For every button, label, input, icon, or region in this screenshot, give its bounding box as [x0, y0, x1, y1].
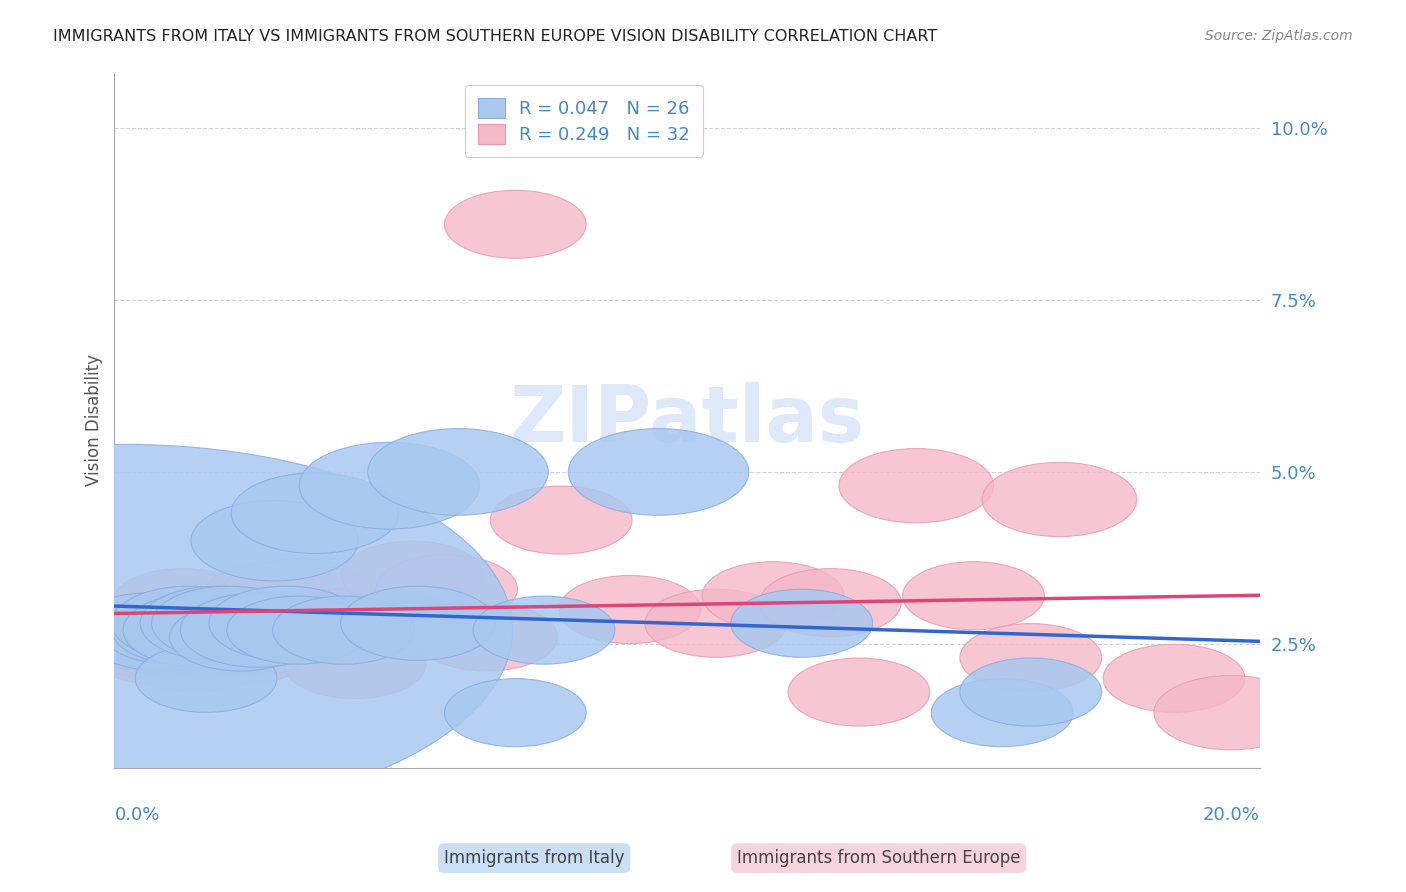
- Ellipse shape: [759, 568, 901, 637]
- Ellipse shape: [645, 590, 786, 657]
- Ellipse shape: [112, 568, 254, 637]
- Text: 20.0%: 20.0%: [1204, 805, 1260, 824]
- Ellipse shape: [77, 610, 219, 678]
- Text: IMMIGRANTS FROM ITALY VS IMMIGRANTS FROM SOUTHERN EUROPE VISION DISABILITY CORRE: IMMIGRANTS FROM ITALY VS IMMIGRANTS FROM…: [53, 29, 938, 44]
- Ellipse shape: [146, 603, 288, 671]
- Text: Source: ZipAtlas.com: Source: ZipAtlas.com: [1205, 29, 1353, 43]
- Ellipse shape: [101, 596, 243, 665]
- Ellipse shape: [231, 473, 399, 553]
- Ellipse shape: [191, 500, 359, 581]
- Ellipse shape: [112, 596, 254, 665]
- Ellipse shape: [342, 541, 484, 609]
- Ellipse shape: [789, 658, 929, 726]
- Ellipse shape: [931, 679, 1073, 747]
- Ellipse shape: [141, 586, 295, 660]
- Ellipse shape: [318, 590, 460, 657]
- Y-axis label: Vision Disability: Vision Disability: [86, 354, 103, 486]
- Ellipse shape: [416, 603, 558, 671]
- Ellipse shape: [90, 616, 231, 685]
- Ellipse shape: [839, 449, 994, 523]
- Ellipse shape: [568, 428, 749, 516]
- Ellipse shape: [135, 644, 277, 713]
- Ellipse shape: [284, 631, 426, 698]
- Ellipse shape: [60, 593, 215, 667]
- Ellipse shape: [702, 562, 844, 630]
- Text: 0.0%: 0.0%: [114, 805, 160, 824]
- Ellipse shape: [491, 486, 633, 554]
- Ellipse shape: [1154, 675, 1309, 750]
- Ellipse shape: [983, 462, 1136, 537]
- Ellipse shape: [209, 586, 364, 660]
- Ellipse shape: [262, 590, 404, 657]
- Ellipse shape: [226, 596, 368, 665]
- Ellipse shape: [560, 575, 700, 643]
- Text: Immigrants from Southern Europe: Immigrants from Southern Europe: [737, 849, 1021, 867]
- Ellipse shape: [444, 190, 586, 259]
- Ellipse shape: [152, 586, 307, 660]
- Ellipse shape: [375, 555, 517, 623]
- Text: Immigrants from Italy: Immigrants from Italy: [444, 849, 624, 867]
- Ellipse shape: [1104, 644, 1244, 713]
- Ellipse shape: [180, 599, 335, 674]
- Ellipse shape: [273, 596, 415, 665]
- Ellipse shape: [472, 596, 614, 665]
- Ellipse shape: [90, 603, 231, 671]
- Ellipse shape: [170, 603, 311, 671]
- Ellipse shape: [368, 428, 548, 516]
- Ellipse shape: [960, 658, 1102, 726]
- Ellipse shape: [903, 562, 1045, 630]
- Ellipse shape: [731, 590, 873, 657]
- Ellipse shape: [170, 616, 311, 685]
- Ellipse shape: [0, 444, 512, 816]
- Ellipse shape: [124, 624, 266, 691]
- Ellipse shape: [122, 593, 277, 667]
- Ellipse shape: [340, 586, 495, 660]
- Ellipse shape: [204, 562, 346, 630]
- Text: ZIPatlas: ZIPatlas: [509, 383, 865, 458]
- Ellipse shape: [299, 442, 479, 529]
- Ellipse shape: [221, 558, 375, 633]
- Ellipse shape: [444, 679, 586, 747]
- Ellipse shape: [180, 593, 335, 667]
- Ellipse shape: [157, 596, 299, 665]
- Legend: R = 0.047   N = 26, R = 0.249   N = 32: R = 0.047 N = 26, R = 0.249 N = 32: [465, 86, 703, 157]
- Ellipse shape: [101, 610, 243, 678]
- Ellipse shape: [960, 624, 1102, 691]
- Ellipse shape: [135, 610, 277, 678]
- Ellipse shape: [111, 586, 266, 660]
- Ellipse shape: [72, 593, 226, 667]
